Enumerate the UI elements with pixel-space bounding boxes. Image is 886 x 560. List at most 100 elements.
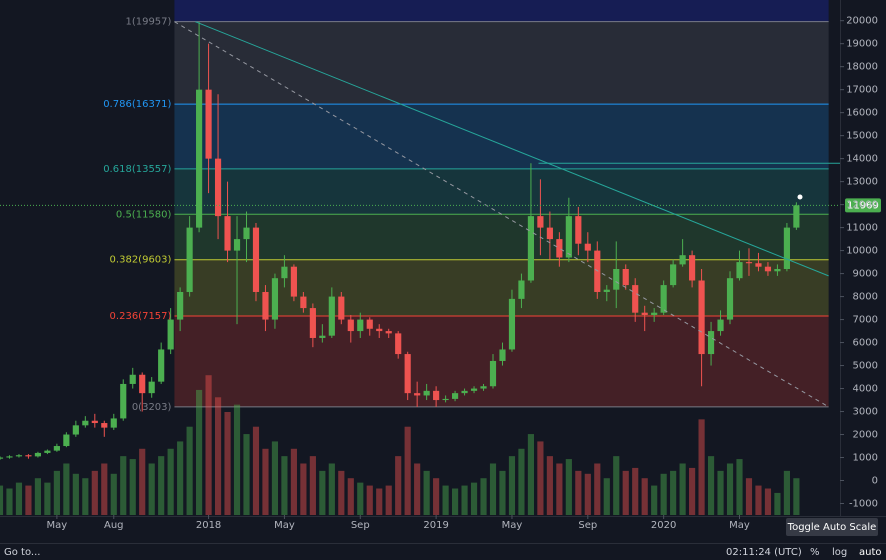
candle-body — [470, 388, 478, 391]
candle-body — [689, 255, 696, 281]
volume-bar — [196, 389, 203, 515]
candle-body — [224, 216, 231, 251]
fib-level-label: 0.5(11580) — [116, 209, 172, 220]
volume-bar — [423, 470, 430, 515]
volume-bar — [281, 456, 288, 515]
candle-body — [385, 331, 392, 334]
volume-bar — [262, 448, 269, 515]
volume-bar — [243, 434, 250, 515]
candle-body — [414, 393, 421, 396]
candle-body — [783, 227, 790, 269]
y-tick-label: 0 — [872, 476, 878, 487]
candle-body — [546, 227, 553, 240]
volume-bar — [347, 478, 354, 515]
volume-bar — [489, 463, 497, 515]
candle-body — [6, 456, 13, 458]
volume-bar — [736, 459, 743, 515]
x-tick-label: May — [729, 520, 750, 531]
y-tick-label: 7000 — [853, 315, 878, 326]
candle-body — [698, 280, 705, 355]
candle-body — [72, 425, 79, 435]
volume-bar — [404, 426, 411, 515]
volume-bar — [508, 456, 516, 515]
volume-bar — [376, 488, 383, 515]
candle-body — [527, 216, 535, 281]
trend-line — [195, 21, 829, 277]
candle-body — [186, 227, 193, 292]
y-tick-label: 5000 — [853, 361, 878, 372]
candle-body — [139, 374, 146, 394]
y-tick-label: 12000 — [846, 200, 878, 211]
volume-bar — [442, 485, 449, 515]
candle-body — [707, 331, 715, 355]
volume-bar — [148, 463, 155, 515]
volume-bar — [395, 456, 402, 515]
candle-body — [594, 250, 601, 292]
volume-bar — [774, 492, 781, 515]
volume-bar — [651, 485, 658, 515]
candle-body — [309, 308, 316, 338]
log-toggle[interactable]: log — [832, 547, 847, 558]
volume-bar — [622, 470, 629, 515]
volume-bar — [546, 456, 553, 515]
volume-bar — [660, 473, 667, 515]
tooltip: Toggle Auto Scale — [787, 522, 877, 533]
volume-bar — [0, 485, 4, 515]
y-tick-label: 18000 — [846, 62, 878, 73]
volume-bar — [433, 478, 440, 515]
candle-body — [451, 393, 459, 399]
volume-bar — [252, 426, 260, 515]
volume-bar — [755, 485, 762, 515]
candle-body — [613, 268, 620, 290]
candle-body — [63, 434, 70, 447]
auto-toggle[interactable]: auto — [859, 547, 882, 558]
volume-bar — [641, 478, 648, 515]
volume-bar — [385, 485, 392, 515]
volume-bar — [594, 463, 601, 515]
volume-bar — [186, 426, 193, 515]
volume-bar — [679, 463, 686, 515]
volume-bar — [25, 485, 32, 515]
volume-bar — [793, 478, 800, 515]
volume-bar — [82, 478, 89, 515]
x-tick-label: 2019 — [423, 520, 448, 531]
volume-bar — [309, 456, 316, 515]
x-tick-label: May — [274, 520, 295, 531]
volume-bar — [233, 404, 241, 515]
volume-bar — [461, 485, 468, 515]
volume-bar — [603, 478, 610, 515]
candle-body — [347, 319, 354, 332]
candle-body — [328, 296, 335, 336]
volume-bar — [698, 419, 705, 515]
volume-bar — [470, 482, 478, 515]
candle-body — [660, 285, 667, 313]
volume-bar — [527, 434, 535, 515]
candle-body — [44, 450, 51, 453]
percent-toggle[interactable]: % — [810, 547, 820, 558]
candle-body — [433, 390, 440, 401]
candle-body — [745, 262, 753, 264]
candle-body — [290, 266, 297, 297]
goto-button[interactable]: Go to... — [4, 547, 40, 558]
candle-body — [537, 216, 544, 228]
candle-body — [129, 374, 136, 384]
volume-bar — [764, 488, 772, 515]
candle-body — [82, 420, 89, 426]
y-tick-label: 14000 — [846, 154, 878, 165]
candle-body — [233, 239, 241, 251]
candle-body — [556, 239, 563, 258]
fib-band — [174, 214, 829, 260]
candle-body — [518, 280, 525, 299]
volume-bar — [214, 397, 222, 515]
volume-bar — [717, 470, 724, 515]
volume-bar — [205, 375, 212, 515]
volume-bar — [451, 488, 459, 515]
clock: 02:11:24 (UTC) — [726, 547, 802, 558]
volume-bar — [707, 456, 715, 515]
volume-bar — [6, 488, 13, 515]
fib-extension-band — [174, 0, 829, 22]
candle-body — [205, 89, 212, 159]
